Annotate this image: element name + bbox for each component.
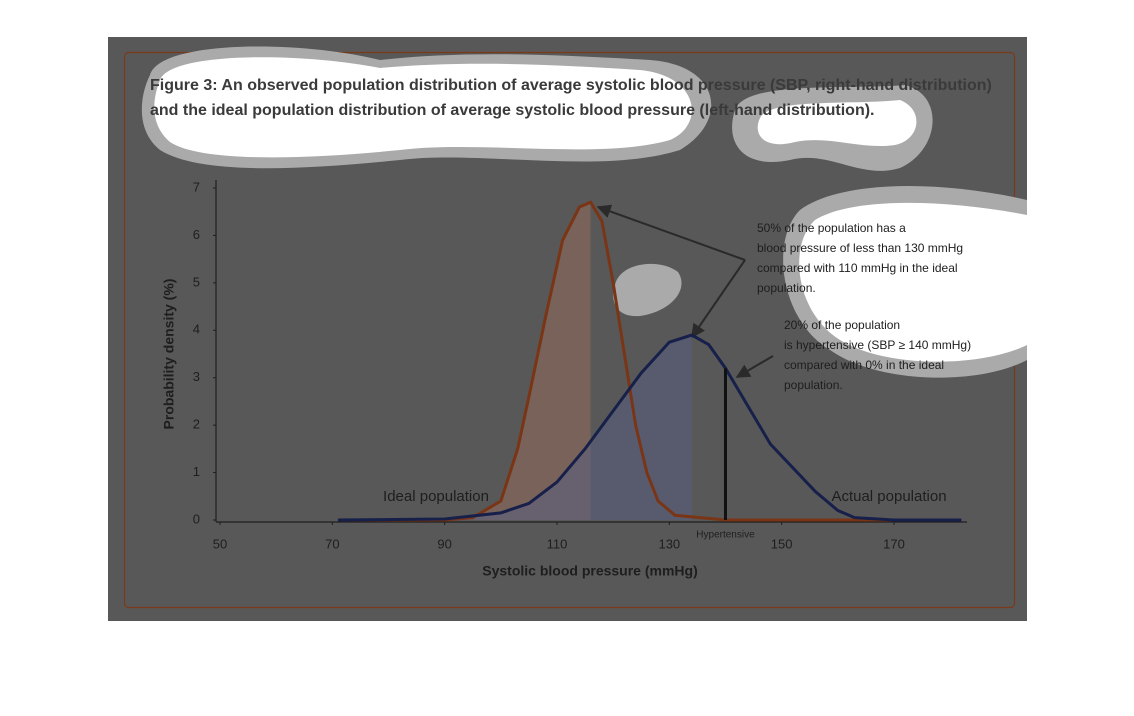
- y-tick-label: 7: [193, 179, 200, 194]
- series-label: Actual population: [831, 488, 946, 505]
- annotation: compared with 110 mmHg in the ideal: [757, 261, 958, 275]
- line: [337, 333, 962, 522]
- arrow: [735, 355, 774, 378]
- y-axis-title: Probability density (%): [161, 279, 177, 430]
- line: [337, 200, 962, 522]
- x-tick-label: 70: [325, 536, 339, 551]
- series-label: Ideal population: [383, 488, 489, 505]
- shaded-area: [337, 202, 591, 520]
- annotation: 50% of the population has a: [757, 221, 906, 235]
- x-tick-label: 150: [771, 536, 793, 551]
- threshold-label: Hypertensive: [696, 530, 755, 541]
- y-tick-label: 5: [193, 274, 200, 289]
- y-tick-label: 3: [193, 369, 200, 384]
- arrow: [596, 204, 746, 261]
- annotation: compared with 0% in the ideal: [784, 358, 944, 372]
- title-line: and the ideal population distribution of…: [150, 102, 875, 119]
- annotation: 20% of the population: [784, 318, 900, 332]
- y-tick-label: 0: [193, 511, 200, 526]
- y-tick-label: 2: [193, 417, 200, 432]
- x-tick-label: 110: [547, 536, 568, 551]
- x-tick-label: 90: [437, 536, 451, 551]
- highlights: [141, 46, 1027, 378]
- title-line: Figure 3: An observed population distrib…: [150, 77, 992, 94]
- annotation: blood pressure of less than 130 mmHg: [757, 241, 963, 255]
- y-tick-label: 1: [193, 464, 200, 479]
- arrow: [691, 259, 746, 339]
- x-tick-label: 130: [658, 536, 680, 551]
- x-tick-label: 50: [213, 536, 227, 551]
- y-tick-label: 6: [193, 227, 200, 242]
- shaded-area: [337, 335, 692, 520]
- x-axis-title: Systolic blood pressure (mmHg): [482, 563, 697, 579]
- x-tick-label: 170: [883, 536, 905, 551]
- annotation: is hypertensive (SBP ≥ 140 mmHg): [784, 338, 971, 352]
- y-tick-label: 4: [193, 322, 200, 337]
- annotation: population.: [784, 378, 843, 392]
- annotation: population.: [757, 281, 816, 295]
